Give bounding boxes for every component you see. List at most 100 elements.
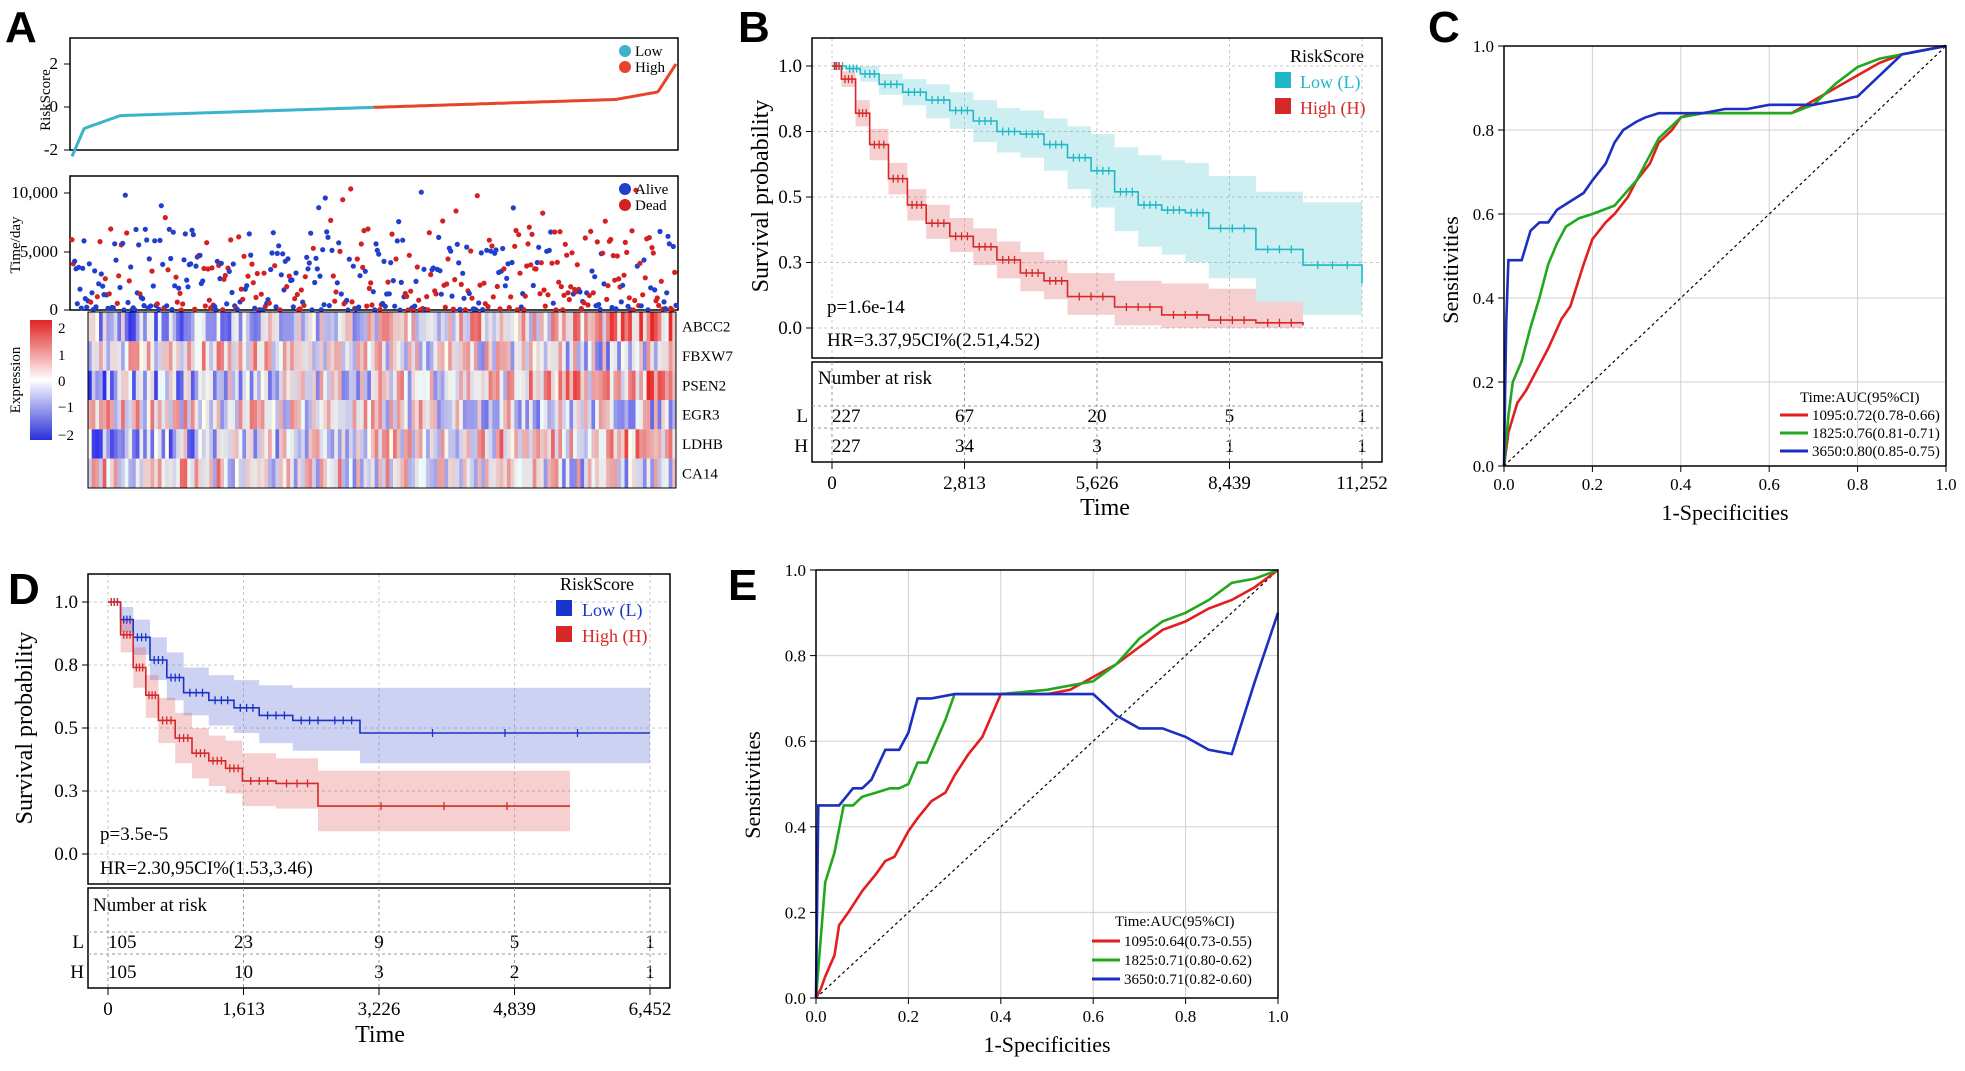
status-point-alive	[505, 261, 511, 267]
roc-curve	[814, 612, 1280, 999]
heatmap-cell	[400, 400, 405, 430]
km-ci-band	[832, 66, 1303, 328]
heatmap-cell	[437, 429, 442, 459]
gene-label: ABCC2	[682, 320, 730, 336]
heatmap-cell	[249, 312, 254, 342]
heatmap-cell	[411, 341, 416, 371]
roc-legend-e: Time:AUC(95%CI) 1095:0.64(0.73-0.55) 182…	[1092, 914, 1252, 988]
heatmap-cell	[569, 400, 574, 430]
heatmap-cell	[168, 429, 173, 459]
heatmap-cell	[209, 429, 214, 459]
heatmap-cell	[308, 429, 313, 459]
status-point-dead	[485, 304, 491, 310]
status-point-dead	[624, 249, 630, 255]
status-point-dead	[297, 306, 303, 312]
heatmap-cell	[95, 400, 100, 430]
heatmap-cell	[455, 429, 460, 459]
heatmap-cell	[253, 341, 258, 371]
heatmap-cell	[646, 458, 651, 488]
status-point-dead	[258, 291, 264, 297]
legend-label-low-d: Low (L)	[582, 600, 642, 621]
heatmap-cell	[672, 370, 677, 400]
heatmap-cell	[257, 341, 262, 371]
status-point-alive	[100, 283, 106, 289]
heatmap-cell	[639, 312, 644, 342]
status-point-dead	[292, 296, 298, 302]
heatmap-cell	[301, 341, 306, 371]
heatmap-cell	[161, 400, 166, 430]
heatmap-cell	[231, 341, 236, 371]
status-point-alive	[536, 244, 542, 250]
riskscore-legend: Low High	[619, 44, 666, 76]
heatmap-cell	[216, 370, 221, 400]
heatmap-cell	[102, 370, 107, 400]
status-point-alive	[436, 234, 442, 240]
heatmap-cell	[587, 458, 592, 488]
heatmap-cell	[293, 429, 298, 459]
status-point-alive	[316, 205, 322, 211]
heatmap-cell	[326, 400, 331, 430]
y-tick-label: 0.5	[778, 187, 802, 208]
heatmap-cell	[212, 312, 217, 342]
status-point-alive	[550, 300, 556, 306]
heatmap-cell	[143, 429, 148, 459]
heatmap-cell	[143, 341, 148, 371]
status-point-alive	[589, 268, 595, 274]
heatmap-cell	[437, 370, 442, 400]
status-point-dead	[514, 307, 520, 313]
status-point-dead	[629, 228, 635, 234]
heatmap-cell	[227, 341, 232, 371]
heatmap-cell	[352, 370, 357, 400]
heatmap-cell	[370, 370, 375, 400]
heatmap-cell	[396, 312, 401, 342]
heatmap-cell	[190, 429, 195, 459]
heatmap-cell	[613, 458, 618, 488]
heatmap-cell	[382, 341, 386, 371]
heatmap-cell	[547, 400, 552, 430]
status-point-dead	[206, 297, 212, 303]
heatmap-cell	[635, 312, 640, 342]
y-tick-label: 0.0	[1473, 457, 1494, 476]
heatmap-cell	[161, 429, 166, 459]
status-point-dead	[481, 280, 487, 286]
heatmap-cell	[220, 370, 225, 400]
heatmap-cell	[433, 429, 438, 459]
status-point-alive	[133, 226, 139, 233]
heatmap-cell	[562, 370, 567, 400]
status-point-dead	[340, 197, 346, 203]
status-point-alive	[493, 247, 499, 253]
heatmap-cell	[473, 429, 478, 459]
heatmap-cell	[525, 341, 530, 371]
heatmap-cell	[510, 429, 515, 459]
roc-legend-title-c: Time:AUC(95%CI)	[1800, 390, 1919, 406]
status-point-dead	[414, 264, 420, 270]
heatmap-cell	[99, 400, 103, 430]
heatmap-cell	[290, 458, 295, 488]
heatmap-cell	[132, 370, 137, 400]
y-tick-label: 0.6	[785, 732, 806, 751]
heatmap-cell	[260, 400, 265, 430]
heatmap-cell	[389, 341, 394, 371]
heatmap-cell	[587, 429, 592, 459]
heatmap-cell	[282, 370, 287, 400]
status-point-dead	[612, 277, 618, 283]
heatmap-cell	[547, 458, 552, 488]
heatmap-cell	[124, 400, 129, 430]
status-point-alive	[229, 289, 235, 296]
heatmap-cell	[242, 341, 247, 371]
riskscore-low-curve	[70, 105, 374, 157]
status-point-dead	[440, 218, 446, 224]
heatmap-cell	[201, 341, 206, 371]
heatmap-cell	[462, 458, 467, 488]
heatmap-cell	[308, 400, 313, 430]
heatmap-cell	[124, 458, 129, 488]
heatmap-cell	[205, 370, 210, 400]
heatmap-cell	[220, 429, 225, 459]
heatmap-cell	[370, 312, 375, 342]
heatmap-cell	[341, 370, 346, 400]
heatmap-cell	[657, 341, 662, 371]
heatmap-cell	[418, 312, 423, 342]
heatmap-cell	[128, 341, 133, 371]
heatmap-cell	[95, 429, 100, 459]
heatmap-cell	[664, 429, 669, 459]
